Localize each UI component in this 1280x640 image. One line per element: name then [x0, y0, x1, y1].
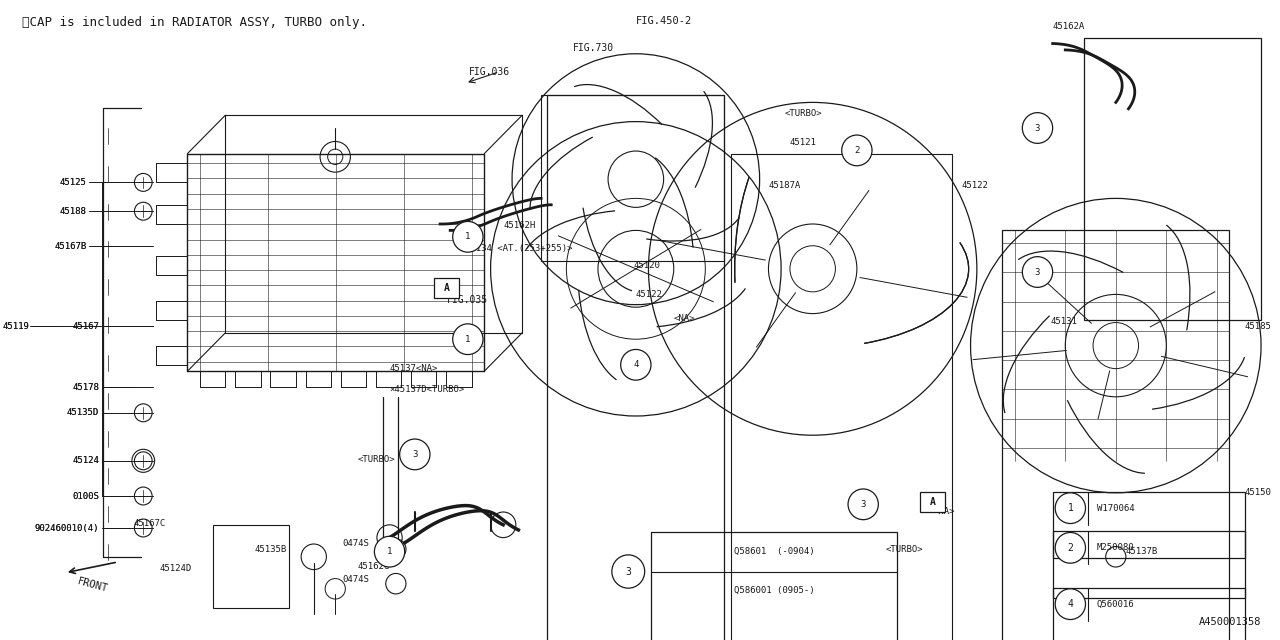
- Text: 3: 3: [860, 500, 865, 509]
- FancyBboxPatch shape: [434, 278, 460, 298]
- Text: 45135D: 45135D: [67, 408, 99, 417]
- Text: 45119: 45119: [3, 322, 29, 331]
- Circle shape: [399, 439, 430, 470]
- Text: 45137<NA>: 45137<NA>: [389, 364, 438, 372]
- Text: ×45137D<TURBO>: ×45137D<TURBO>: [389, 385, 465, 394]
- Text: 45188: 45188: [60, 207, 87, 216]
- Circle shape: [374, 536, 404, 567]
- Text: 45119: 45119: [3, 322, 29, 331]
- Bar: [212, 525, 288, 608]
- Text: 45162H: 45162H: [503, 221, 535, 230]
- Text: <NA>: <NA>: [934, 508, 955, 516]
- Text: A450001358: A450001358: [1198, 617, 1261, 627]
- Circle shape: [849, 489, 878, 520]
- Text: 45122: 45122: [961, 181, 988, 190]
- Bar: [1052, 588, 1244, 640]
- Text: 45167B: 45167B: [54, 242, 87, 251]
- Text: 45125: 45125: [60, 178, 87, 187]
- Text: M250080: M250080: [1097, 543, 1134, 552]
- Text: Q560016: Q560016: [1097, 600, 1134, 609]
- Circle shape: [1055, 493, 1085, 524]
- Text: 45135D: 45135D: [67, 408, 99, 417]
- Text: FIG.730: FIG.730: [572, 43, 614, 53]
- Text: <NA>: <NA>: [673, 314, 695, 323]
- Text: A: A: [443, 283, 449, 293]
- Text: 45134 <AT.(253+255)>: 45134 <AT.(253+255)>: [466, 244, 573, 253]
- Text: 45185: 45185: [1244, 322, 1271, 331]
- Circle shape: [1023, 257, 1052, 287]
- Text: 45124: 45124: [72, 456, 99, 465]
- Text: W170064: W170064: [1097, 504, 1134, 513]
- Circle shape: [612, 555, 645, 588]
- Bar: [652, 532, 897, 640]
- Text: 45120: 45120: [634, 261, 660, 270]
- Text: 902460010(4): 902460010(4): [35, 524, 99, 532]
- Text: <TURBO>: <TURBO>: [358, 455, 396, 464]
- Text: 45121: 45121: [790, 138, 817, 147]
- Text: 1: 1: [465, 335, 471, 344]
- Text: FIG.450-2: FIG.450-2: [636, 16, 692, 26]
- Text: 45178: 45178: [72, 383, 99, 392]
- Text: 45162G: 45162G: [358, 562, 390, 571]
- Circle shape: [621, 349, 652, 380]
- Text: 45135B: 45135B: [255, 545, 287, 554]
- Text: 4: 4: [1068, 599, 1073, 609]
- Text: A: A: [929, 497, 936, 508]
- Circle shape: [1055, 589, 1085, 620]
- Text: 45131: 45131: [1050, 317, 1076, 326]
- Text: 45124D: 45124D: [159, 564, 191, 573]
- Circle shape: [842, 135, 872, 166]
- Text: 0100S: 0100S: [72, 492, 99, 500]
- Text: 1: 1: [465, 232, 471, 241]
- Text: 3: 3: [1034, 124, 1041, 132]
- Bar: [541, 95, 724, 261]
- Text: <TURBO>: <TURBO>: [785, 109, 823, 118]
- Bar: [1052, 492, 1244, 558]
- Text: 45167C: 45167C: [133, 519, 166, 528]
- Text: 1: 1: [387, 547, 392, 556]
- Text: 4: 4: [634, 360, 639, 369]
- Text: 45178: 45178: [72, 383, 99, 392]
- Text: Q58601  (-0904): Q58601 (-0904): [733, 547, 814, 556]
- Text: 902460010(4): 902460010(4): [35, 524, 99, 532]
- Bar: [731, 154, 951, 640]
- Text: 3: 3: [1034, 268, 1041, 276]
- Text: 45150: 45150: [1244, 488, 1271, 497]
- Text: 45187A: 45187A: [768, 181, 801, 190]
- Bar: [548, 95, 724, 640]
- Circle shape: [1023, 113, 1052, 143]
- Text: 45162A: 45162A: [1052, 22, 1085, 31]
- Bar: [1052, 531, 1244, 598]
- Text: FIG.036: FIG.036: [470, 67, 511, 77]
- Text: 0100S: 0100S: [72, 492, 99, 500]
- Text: 45125: 45125: [60, 178, 87, 187]
- Text: 1: 1: [1068, 503, 1073, 513]
- Circle shape: [453, 221, 483, 252]
- Circle shape: [1055, 532, 1085, 563]
- Text: FIG.035: FIG.035: [447, 294, 488, 305]
- Bar: [1084, 38, 1261, 320]
- Text: 45167: 45167: [72, 322, 99, 331]
- FancyBboxPatch shape: [920, 492, 946, 513]
- Text: FRONT: FRONT: [77, 576, 109, 594]
- Text: 0474S: 0474S: [343, 540, 370, 548]
- Text: 45137B: 45137B: [1126, 547, 1158, 556]
- Text: 3: 3: [412, 450, 417, 459]
- Text: ※CAP is included in RADIATOR ASSY, TURBO only.: ※CAP is included in RADIATOR ASSY, TURBO…: [22, 16, 367, 29]
- Text: 45124: 45124: [72, 456, 99, 465]
- Text: 0474S: 0474S: [343, 575, 370, 584]
- Text: 3: 3: [626, 566, 631, 577]
- Text: 2: 2: [1068, 543, 1073, 553]
- Text: 45167B: 45167B: [54, 242, 87, 251]
- Bar: [1002, 230, 1230, 640]
- Text: 2: 2: [854, 146, 860, 155]
- Text: 45122: 45122: [636, 290, 663, 299]
- Text: <TURBO>: <TURBO>: [886, 545, 924, 554]
- Text: 45188: 45188: [60, 207, 87, 216]
- Text: 45167: 45167: [72, 322, 99, 331]
- Circle shape: [453, 324, 483, 355]
- Text: Q586001 (0905-): Q586001 (0905-): [733, 586, 814, 595]
